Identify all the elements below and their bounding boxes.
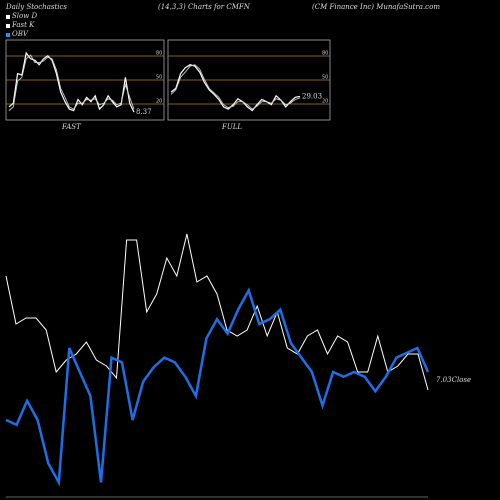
panel-label: FAST	[61, 123, 82, 131]
legend-swatch	[6, 23, 10, 28]
chart-title-right: (CM Finance Inc) MunafaSutra.com	[312, 3, 440, 11]
tick-label: 50	[156, 75, 162, 81]
stoch-series-line	[8, 51, 135, 113]
obv-line	[5, 287, 430, 487]
panel-label: FULL	[221, 123, 242, 131]
legend-item-slow-d: Slow D	[6, 12, 37, 21]
stoch-series-line	[8, 54, 135, 111]
chart-title-left: Daily Stochastics	[6, 3, 68, 11]
legend: Slow D Fast K OBV	[6, 12, 37, 39]
price-line	[5, 233, 429, 391]
legend-swatch	[6, 14, 10, 19]
stoch-series-line	[170, 64, 301, 110]
legend-swatch	[6, 32, 10, 37]
last-value-label: 29.03	[302, 93, 322, 101]
legend-label: OBV	[12, 30, 28, 38]
legend-item-obv: OBV	[6, 30, 37, 39]
tick-label: 50	[322, 75, 328, 81]
legend-item-fast-k: Fast K	[6, 21, 37, 30]
last-value-label: 8.37	[136, 108, 152, 116]
tick-label: 80	[322, 51, 328, 57]
close-label: 7.03Close	[436, 376, 471, 384]
legend-label: Fast K	[12, 21, 35, 29]
legend-label: Slow D	[12, 12, 38, 20]
tick-label: 20	[156, 99, 162, 105]
chart-title-center: (14,3,3) Charts for CMFN	[158, 3, 250, 11]
tick-label: 80	[156, 51, 162, 57]
tick-label: 20	[322, 99, 328, 105]
